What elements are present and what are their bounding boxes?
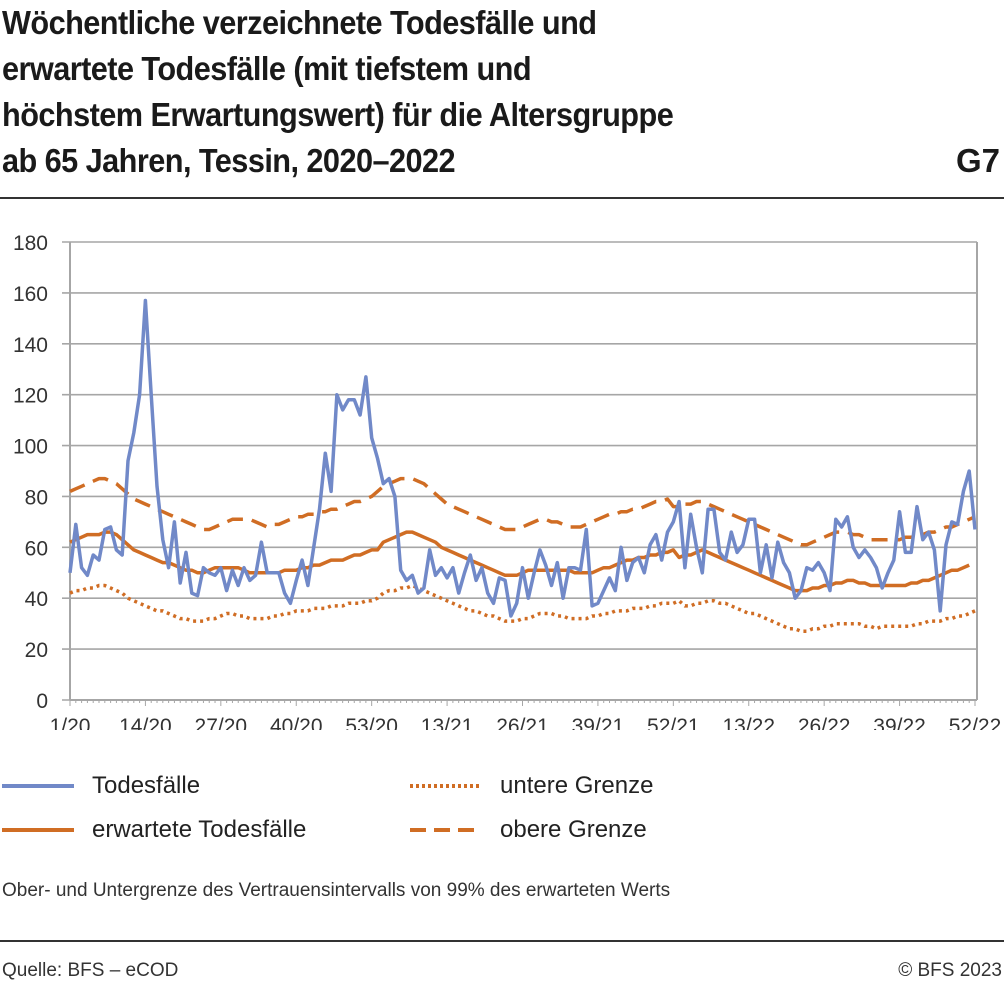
y-tick-label: 160	[13, 283, 48, 306]
x-tick-label: 13/21	[421, 715, 474, 730]
x-tick-label: 13/22	[722, 715, 775, 730]
title-divider	[0, 197, 1004, 199]
x-tick-label: 39/22	[873, 715, 926, 730]
legend-swatch-solid-orange	[2, 828, 74, 832]
legend-item-erwartete: erwartete Todesfälle	[2, 816, 306, 844]
chart-title: Wöchentliche verzeichnete Todesfälle und…	[2, 0, 774, 184]
legend-label: obere Grenze	[500, 816, 647, 843]
x-tick-label: 52/22	[949, 715, 1002, 730]
x-tick-label: 53/20	[345, 715, 398, 730]
y-tick-label: 140	[13, 334, 48, 357]
y-tick-label: 80	[25, 486, 48, 509]
legend-item-untere-grenze: untere Grenze	[410, 772, 653, 800]
x-tick-label: 1/20	[50, 715, 91, 730]
series-line-untere-grenze	[69, 583, 976, 634]
line-chart: 0 20 40 60 80 100 120 140 160 180 1/20 14/20 27/20 4…	[13, 232, 1002, 730]
title-line-2: erwartete Todesfälle (mit tiefstem und	[2, 50, 532, 87]
x-tick-label: 26/21	[496, 715, 549, 730]
y-axis-ticks: 0 20 40 60 80 100 120 140 160 180	[13, 232, 48, 713]
y-tick-label: 0	[36, 690, 48, 713]
x-tick-label: 52/21	[647, 715, 700, 730]
series-line-obere-grenze	[69, 476, 976, 547]
y-tick-label: 100	[13, 436, 48, 459]
legend-item-todesfaelle: Todesfälle	[2, 772, 200, 800]
y-tick-label: 180	[13, 232, 48, 255]
legend-item-obere-grenze: obere Grenze	[410, 816, 647, 844]
x-tick-label: 26/22	[798, 715, 851, 730]
gridlines	[62, 241, 977, 701]
y-tick-label: 60	[25, 537, 48, 560]
figure-id: G7	[955, 142, 1000, 179]
x-axis: 1/20 14/20 27/20 40/20 53/20 13/21 26/21 39/21 5…	[50, 242, 1002, 730]
title-line-3: höchstem Erwartungswert) für die Altersg…	[2, 96, 674, 133]
legend-label: erwartete Todesfälle	[92, 816, 307, 843]
copyright: © BFS 2023	[898, 960, 1002, 981]
legend-swatch-dashed	[410, 828, 482, 832]
title-line-1: Wöchentliche verzeichnete Todesfälle und	[2, 4, 597, 41]
footer-divider	[0, 940, 1004, 942]
title-line-4: ab 65 Jahren, Tessin, 2020–2022	[2, 142, 456, 179]
y-tick-label: 120	[13, 385, 48, 408]
source: Quelle: BFS – eCOD	[2, 960, 179, 981]
x-tick-label: 39/21	[572, 715, 625, 730]
y-tick-label: 20	[25, 639, 48, 662]
x-tick-label: 27/20	[195, 715, 248, 730]
y-tick-label: 40	[25, 588, 48, 611]
series-line-todesf-lle	[68, 298, 977, 618]
legend-swatch-solid-blue	[2, 784, 74, 788]
legend: Todesfälle erwartete Todesfälle untere G…	[0, 768, 1004, 848]
x-tick-label: 14/20	[119, 715, 172, 730]
series-lines	[68, 298, 977, 634]
footnote: Ober- und Untergrenze des Vertrauensinte…	[2, 880, 671, 901]
legend-label: Todesfälle	[92, 772, 201, 799]
legend-swatch-dotted	[410, 784, 482, 788]
x-tick-label: 40/20	[270, 715, 323, 730]
legend-label: untere Grenze	[500, 772, 654, 799]
